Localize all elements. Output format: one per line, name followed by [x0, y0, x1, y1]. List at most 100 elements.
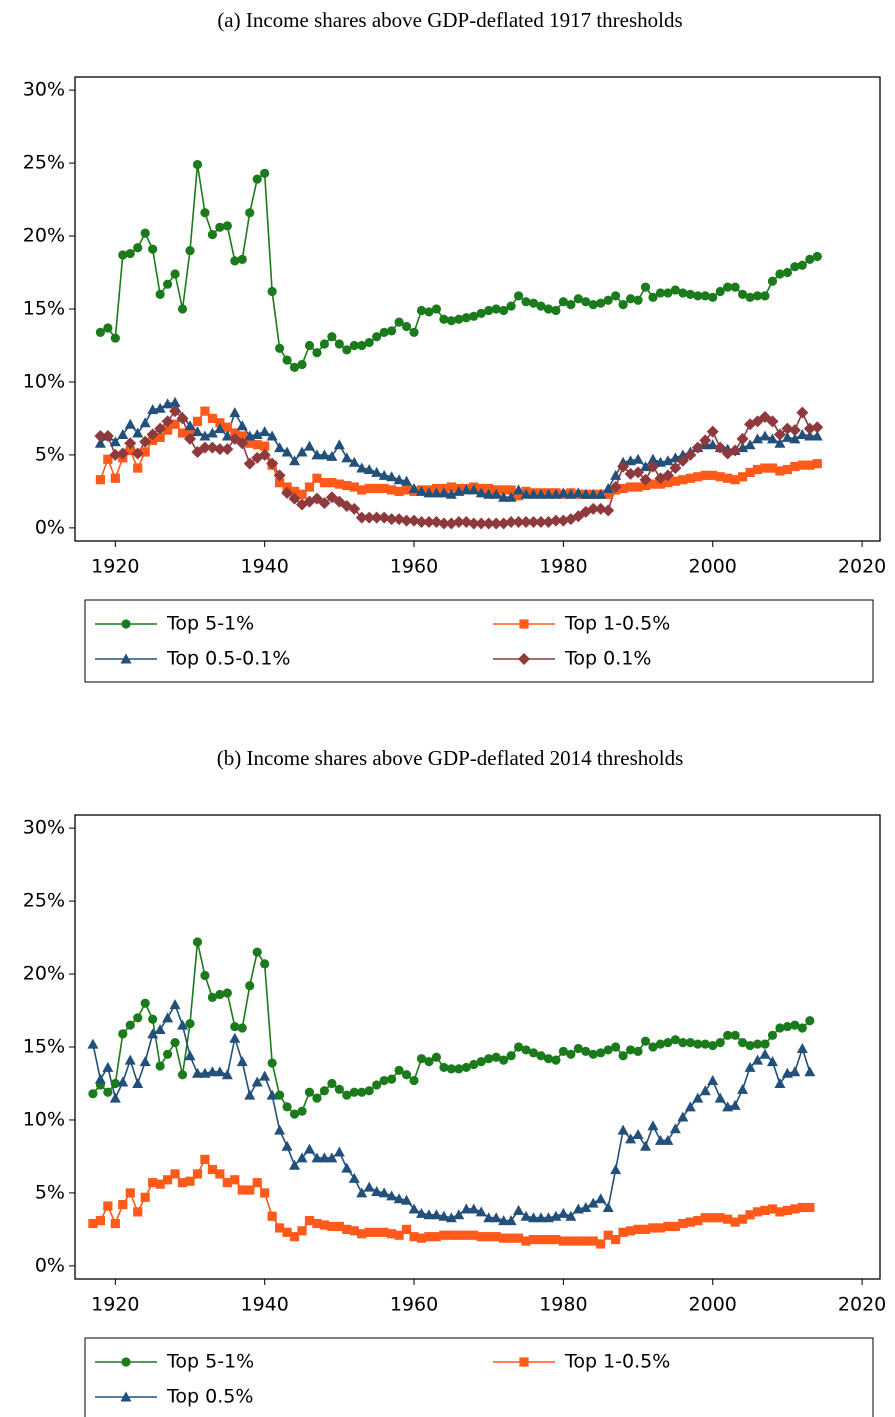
- data-point: [745, 1040, 755, 1051]
- data-point: [633, 1046, 643, 1056]
- data-point: [640, 282, 651, 292]
- data-point: [535, 488, 547, 499]
- data-point: [767, 463, 778, 473]
- data-point: [752, 291, 763, 301]
- data-point: [170, 419, 180, 429]
- data-point: [319, 339, 330, 349]
- data-point: [460, 1203, 472, 1214]
- data-point: [393, 474, 405, 485]
- data-point: [251, 1076, 263, 1087]
- data-point: [132, 427, 144, 438]
- data-point: [438, 487, 450, 498]
- data-point: [267, 1211, 277, 1221]
- data-point: [379, 1227, 389, 1237]
- data-point: [155, 1179, 165, 1189]
- data-point: [773, 428, 786, 441]
- data-point: [796, 406, 809, 419]
- data-point: [737, 1214, 748, 1224]
- data-point: [752, 1207, 763, 1217]
- legend-label: Top 0.5%: [166, 1386, 253, 1408]
- data-point: [767, 1030, 778, 1040]
- data-point: [207, 992, 218, 1002]
- y-tick-label: 5%: [35, 1181, 65, 1203]
- data-point: [596, 298, 606, 308]
- data-point: [437, 517, 450, 530]
- data-point: [782, 1205, 793, 1216]
- data-point: [520, 516, 533, 529]
- data-point: [551, 1055, 561, 1065]
- data-point: [490, 488, 502, 499]
- data-point: [401, 485, 412, 495]
- data-point: [379, 327, 389, 337]
- data-point: [670, 1035, 680, 1045]
- data-point: [393, 1193, 405, 1204]
- data-point: [222, 221, 232, 231]
- data-point: [275, 478, 285, 488]
- data-point: [431, 1052, 442, 1062]
- data-point: [648, 1042, 658, 1052]
- x-tick-label: 2020: [838, 556, 886, 578]
- data-point: [781, 431, 793, 442]
- x-tick-label: 1940: [240, 556, 288, 578]
- data-point: [170, 1169, 180, 1179]
- data-point: [490, 517, 503, 530]
- data-point: [333, 439, 345, 450]
- data-point: [528, 298, 539, 308]
- data-point: [243, 457, 256, 470]
- data-point: [207, 229, 218, 240]
- data-point: [207, 413, 218, 424]
- data-point: [812, 251, 822, 262]
- data-point: [133, 1013, 143, 1023]
- data-point: [387, 326, 397, 336]
- y-tick-label: 20%: [23, 963, 65, 985]
- data-point: [752, 433, 764, 444]
- y-tick-label: 25%: [23, 890, 65, 912]
- data-point: [401, 321, 412, 332]
- data-point: [550, 1210, 562, 1221]
- data-point: [408, 482, 420, 493]
- data-point: [289, 1159, 301, 1170]
- data-point: [155, 432, 165, 443]
- data-point: [670, 1221, 680, 1232]
- data-point: [580, 488, 592, 499]
- data-point: [618, 1051, 628, 1061]
- data-point: [401, 1070, 412, 1080]
- y-tick-label: 5%: [35, 443, 65, 465]
- data-point: [581, 1046, 591, 1056]
- data-point: [804, 1066, 816, 1077]
- data-point: [229, 1032, 241, 1043]
- y-tick-label: 20%: [23, 225, 65, 247]
- data-point: [730, 475, 740, 485]
- data-point: [588, 300, 598, 310]
- data-point: [618, 300, 628, 310]
- data-point: [685, 1038, 695, 1048]
- y-tick-label: 25%: [23, 152, 65, 174]
- data-point: [400, 514, 413, 527]
- data-point: [536, 301, 546, 311]
- data-point: [415, 1207, 427, 1218]
- x-tick-label: 1920: [91, 1294, 139, 1316]
- data-point: [678, 475, 688, 485]
- data-point: [258, 448, 271, 461]
- data-point: [745, 467, 755, 478]
- legend-marker: [519, 619, 529, 629]
- data-point: [625, 482, 636, 492]
- data-point: [140, 447, 150, 457]
- data-point: [603, 295, 613, 305]
- y-tick-label: 10%: [23, 1108, 65, 1130]
- data-point: [542, 516, 555, 529]
- data-point: [752, 1054, 764, 1065]
- legend-label: Top 5-1%: [166, 1351, 254, 1373]
- data-point: [318, 1152, 330, 1163]
- data-point: [581, 1236, 591, 1246]
- data-point: [177, 1019, 189, 1030]
- legend-marker: [121, 619, 131, 629]
- data-point: [379, 1075, 389, 1086]
- legend-marker: [120, 653, 132, 664]
- data-point: [617, 460, 630, 473]
- data-point: [542, 488, 554, 499]
- data-point: [767, 1204, 778, 1214]
- data-point: [304, 1216, 315, 1226]
- data-point: [342, 480, 352, 491]
- data-point: [454, 1064, 464, 1074]
